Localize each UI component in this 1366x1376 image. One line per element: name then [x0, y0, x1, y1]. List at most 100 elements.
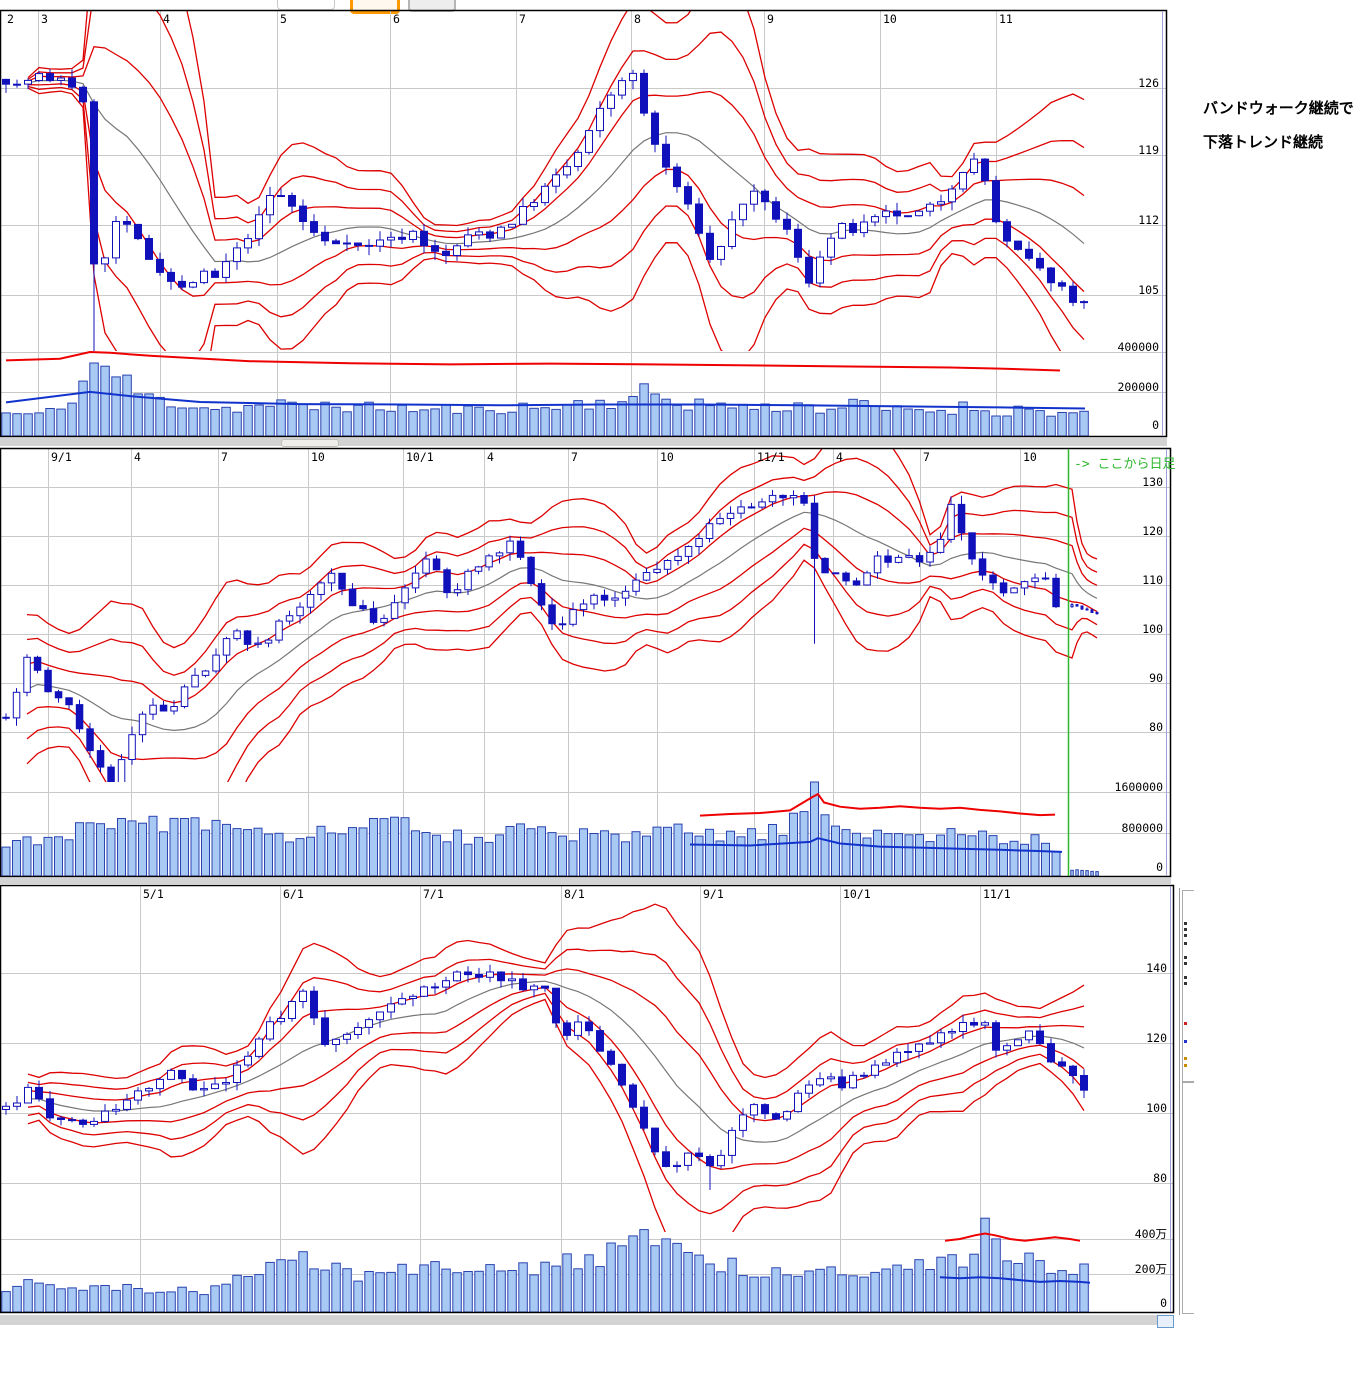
svg-text:800000: 800000 [1121, 821, 1163, 835]
chart3-scrollbar[interactable] [0, 1315, 1172, 1325]
legend-mark-icon [1184, 934, 1187, 937]
svg-text:3: 3 [41, 12, 48, 26]
svg-text:10/1: 10/1 [843, 887, 871, 901]
chart-3-bottom-axis-labels: 5/1 6/1 7/1 8/1 9/1 10/1 11/1 140 120 100 80 400万 20… [143, 887, 1167, 1310]
daily-start-note: -> ここから日足 [1074, 457, 1175, 472]
svg-text:7: 7 [923, 450, 930, 464]
svg-text:80: 80 [1153, 1171, 1167, 1185]
svg-text:119: 119 [1138, 143, 1159, 157]
svg-text:0: 0 [1156, 860, 1163, 874]
svg-text:105: 105 [1138, 283, 1159, 297]
svg-text:4: 4 [487, 450, 494, 464]
chart-1-top-axis-labels: 2 3 4 5 6 7 8 9 10 11 126 119 112 105 400000 200000 0 [7, 12, 1159, 432]
chart-2-middle-candles [2, 489, 1099, 782]
svg-text:1600000: 1600000 [1115, 780, 1164, 794]
svg-text:7/1: 7/1 [423, 887, 444, 901]
chart-3-bottom-bollinger-bands [27, 903, 1085, 1232]
svg-text:120: 120 [1142, 524, 1163, 538]
svg-text:11: 11 [999, 12, 1013, 26]
legend-mark-icon [1184, 962, 1187, 965]
svg-text:100: 100 [1146, 1101, 1167, 1115]
svg-text:9/1: 9/1 [703, 887, 724, 901]
svg-text:120: 120 [1146, 1031, 1167, 1045]
svg-text:126: 126 [1138, 76, 1159, 90]
top-button-1[interactable] [277, 0, 335, 10]
trend-annotation-line2: 下落トレンド継続 [1203, 134, 1324, 151]
trend-annotation-line1: バンドウォーク継続で [1203, 100, 1354, 117]
chart-3-bottom-candles [2, 964, 1088, 1190]
svg-text:4: 4 [836, 450, 843, 464]
svg-text:8: 8 [634, 12, 641, 26]
legend-mark-icon [1184, 1064, 1187, 1067]
svg-text:7: 7 [571, 450, 578, 464]
chart-1-top: 2 3 4 5 6 7 8 9 10 11 126 119 112 105 400000 200000 0 [0, 9, 1168, 438]
chart-1-top-volume-lines [5, 350, 1086, 410]
svg-text:11/1: 11/1 [757, 450, 785, 464]
chart-3-bottom-grid [1, 886, 1173, 1312]
svg-text:10: 10 [883, 12, 897, 26]
svg-text:10/1: 10/1 [406, 450, 434, 464]
chart-1-top-candles [2, 69, 1088, 351]
svg-text:0: 0 [1152, 418, 1159, 432]
svg-text:200000: 200000 [1117, 380, 1159, 394]
chart-2-middle-axis-labels: 9/1 4 7 10 10/1 4 7 10 11/1 4 7 10 130 120 110 100 90 80 1… [51, 450, 1163, 874]
svg-text:7: 7 [519, 12, 526, 26]
legend-mark-icon [1184, 1040, 1187, 1043]
svg-text:7: 7 [221, 450, 228, 464]
chart-1-top-volume-bars [1, 362, 1089, 437]
chart-2-middle-frame [0, 447, 1172, 878]
trend-annotation: バンドウォーク継続で 下落トレンド継続 [1203, 92, 1363, 160]
legend-mark-icon [1184, 928, 1187, 931]
chart-2-middle-volume-bars [1, 781, 1099, 877]
svg-text:100: 100 [1142, 622, 1163, 636]
svg-text:112: 112 [1138, 213, 1159, 227]
svg-text:140: 140 [1146, 961, 1167, 975]
chart1-scrollbar[interactable] [0, 438, 1167, 447]
svg-text:5: 5 [280, 12, 287, 26]
chart-1-top-frame [0, 9, 1168, 438]
svg-text:110: 110 [1142, 573, 1163, 587]
svg-text:90: 90 [1149, 671, 1163, 685]
chart-2-middle-volume-lines [689, 792, 1063, 853]
legend-mark-icon [1184, 942, 1187, 945]
svg-text:0: 0 [1160, 1296, 1167, 1310]
svg-text:80: 80 [1149, 720, 1163, 734]
legend-mark-icon [1184, 922, 1187, 925]
svg-text:5/1: 5/1 [143, 887, 164, 901]
legend-mark-icon [1184, 982, 1187, 985]
legend-mark-icon [1184, 1057, 1187, 1060]
legend-mark-icon [1184, 956, 1187, 959]
side-panel-box-2 [1182, 1082, 1194, 1314]
legend-mark-icon [1184, 1022, 1187, 1025]
svg-text:10: 10 [1023, 450, 1037, 464]
svg-text:400万: 400万 [1135, 1227, 1167, 1241]
side-panel-sliver [1179, 888, 1194, 1315]
svg-text:9: 9 [767, 12, 774, 26]
svg-text:11/1: 11/1 [983, 887, 1011, 901]
svg-text:2: 2 [7, 12, 14, 26]
chart-1-top-grid [1, 11, 1166, 436]
svg-text:400000: 400000 [1117, 340, 1159, 354]
svg-text:9/1: 9/1 [51, 450, 72, 464]
chart-1-top-bollinger-bands [27, 11, 1085, 351]
side-panel-box-1 [1182, 890, 1194, 1082]
svg-text:4: 4 [163, 12, 170, 26]
svg-text:8/1: 8/1 [564, 887, 585, 901]
chart-3-bottom-frame [0, 884, 1175, 1314]
chart-2-middle: -> ここから日足 9/1 4 7 10 10/1 4 7 10 11/1 4 7 10 130 120 11… [0, 447, 1175, 878]
chart3-scroll-button[interactable] [1157, 1315, 1174, 1328]
svg-text:130: 130 [1142, 475, 1163, 489]
svg-text:6/1: 6/1 [283, 887, 304, 901]
legend-mark-icon [1184, 976, 1187, 979]
svg-text:6: 6 [393, 12, 400, 26]
svg-text:200万: 200万 [1135, 1262, 1167, 1276]
svg-text:10: 10 [311, 450, 325, 464]
chart-3-bottom-volume-lines [939, 1232, 1091, 1284]
svg-text:4: 4 [134, 450, 141, 464]
chart-3-bottom-volume-bars [1, 1217, 1089, 1313]
chart2-scrollbar[interactable] [0, 878, 1171, 885]
chart1-scrollbar-thumb[interactable] [281, 439, 339, 447]
chart-3-bottom: 5/1 6/1 7/1 8/1 9/1 10/1 11/1 140 120 100 80 400万 20… [0, 884, 1175, 1314]
